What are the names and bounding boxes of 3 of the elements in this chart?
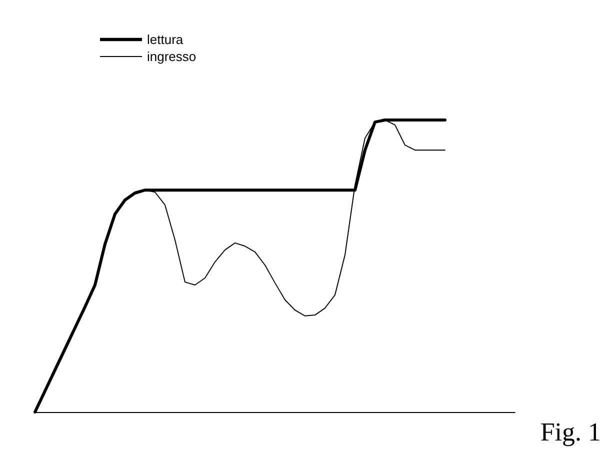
caption: Fig. 1 [540,418,602,446]
legend-label: lettura [147,32,184,47]
legend-label: ingresso [147,49,196,64]
